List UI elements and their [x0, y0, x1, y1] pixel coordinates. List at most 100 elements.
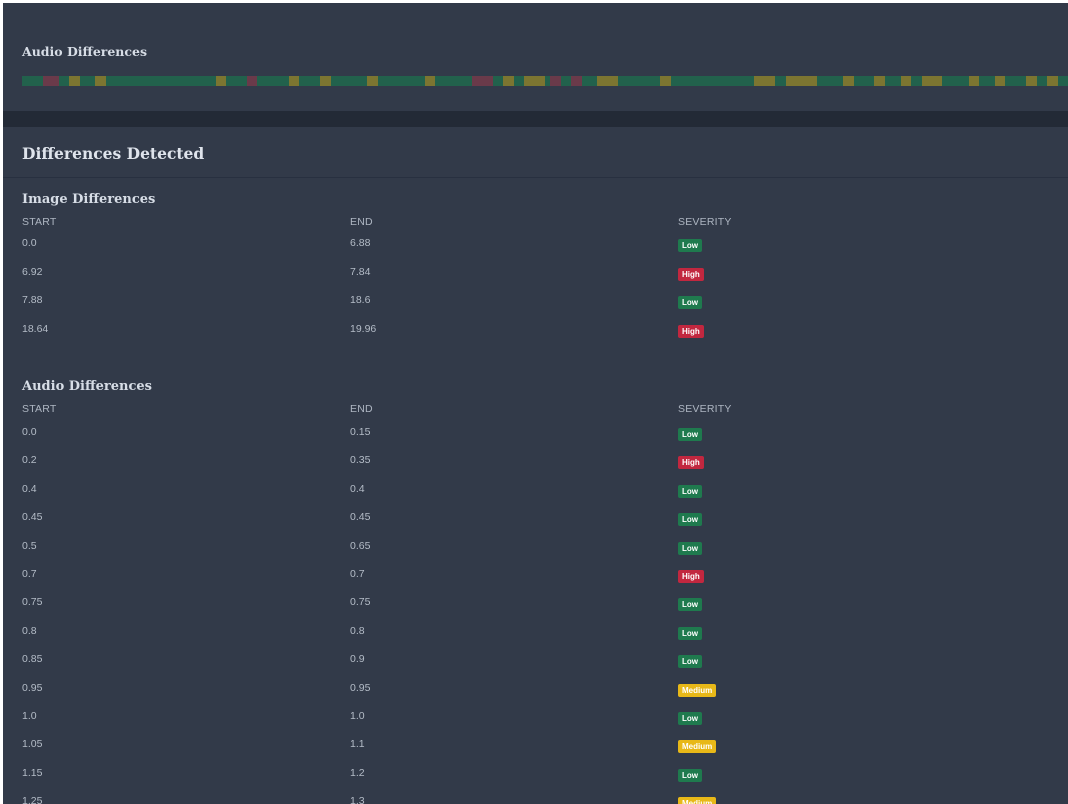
timeline-segment[interactable]	[320, 76, 331, 86]
severity-badge: Low	[678, 626, 702, 640]
severity-badge: Medium	[678, 683, 717, 697]
severity-badge: Low	[678, 541, 702, 555]
timeline-segment[interactable]	[471, 76, 493, 86]
start-cell: 0.5	[22, 539, 37, 552]
image-differences-title: Image Differences	[22, 192, 156, 207]
timeline-segment[interactable]	[69, 76, 80, 86]
table-row[interactable]: 1.05 1.1 Medium	[3, 738, 1068, 766]
end-cell: 0.7	[350, 568, 365, 580]
timeline-segment[interactable]	[246, 76, 258, 86]
timeline-segment[interactable]	[367, 76, 378, 86]
audio-timeline-panel: Audio Differences	[3, 3, 1068, 110]
end-cell: 1.2	[350, 766, 365, 779]
end-cell: 0.65	[350, 539, 371, 552]
start-cell: 0.85	[22, 653, 43, 666]
timeline-title: Audio Differences	[22, 44, 147, 59]
table-row[interactable]: 0.4 0.4 Low	[3, 483, 1068, 511]
start-cell: 0.8	[22, 624, 37, 637]
start-cell: 18.64	[22, 322, 49, 335]
table-row[interactable]: 6.92 7.84 High	[3, 266, 1068, 294]
timeline-segment[interactable]	[754, 76, 776, 86]
table-row[interactable]: 0.2 0.35 High	[3, 454, 1068, 482]
timeline-segment[interactable]	[95, 76, 106, 86]
timeline-segment[interactable]	[843, 76, 854, 86]
end-cell: 7.84	[350, 265, 371, 278]
timeline-segment[interactable]	[215, 76, 226, 86]
timeline-segment[interactable]	[503, 76, 514, 86]
start-cell: 6.92	[22, 265, 43, 278]
severity-badge: High	[678, 570, 704, 583]
end-cell: 6.88	[350, 237, 371, 249]
table-row[interactable]: 0.95 0.95 Medium	[3, 682, 1068, 710]
timeline-segment[interactable]	[42, 76, 59, 86]
timeline-segment[interactable]	[994, 76, 1006, 86]
page-title: Differences Detected	[22, 144, 205, 163]
table-row[interactable]: 0.5 0.65 Low	[3, 540, 1068, 568]
audio-differences-timeline[interactable]	[22, 76, 1068, 86]
timeline-segment[interactable]	[874, 76, 885, 86]
start-cell: 0.0	[22, 426, 37, 438]
table-row[interactable]: 7.88 18.6 Low	[3, 294, 1068, 322]
severity-badge: High	[678, 324, 704, 338]
timeline-segment[interactable]	[524, 76, 545, 86]
severity-badge: Low	[678, 513, 702, 527]
divider	[3, 177, 1068, 178]
end-cell: 0.15	[350, 426, 371, 438]
table-row[interactable]: 1.15 1.2 Low	[3, 767, 1068, 795]
table-row[interactable]: 0.7 0.7 High	[3, 568, 1068, 596]
severity-badge: High	[678, 267, 704, 281]
severity-badge: Low	[678, 484, 702, 498]
timeline-segment[interactable]	[424, 76, 436, 86]
timeline-segment[interactable]	[597, 76, 619, 86]
image-col-severity: SEVERITY	[678, 216, 732, 228]
end-cell: 18.6	[350, 294, 371, 306]
timeline-segment[interactable]	[288, 76, 300, 86]
end-cell: 0.9	[350, 653, 365, 666]
timeline-segment[interactable]	[571, 76, 582, 86]
start-cell: 0.7	[22, 568, 37, 580]
start-cell: 0.75	[22, 596, 43, 609]
timeline-segment[interactable]	[900, 76, 912, 86]
table-row[interactable]: 0.0 6.88 Low	[3, 237, 1068, 265]
start-cell: 1.0	[22, 710, 37, 722]
table-row[interactable]: 0.45 0.45 Low	[3, 511, 1068, 539]
app-frame: Audio Differences Differences Detected I…	[3, 3, 1068, 804]
timeline-segment[interactable]	[1047, 76, 1058, 86]
severity-badge: Low	[678, 655, 702, 669]
timeline-segment[interactable]	[1026, 76, 1037, 86]
table-row[interactable]: 0.75 0.75 Low	[3, 596, 1068, 624]
timeline-segment[interactable]	[785, 76, 817, 86]
severity-badge: Low	[678, 239, 702, 252]
start-cell: 1.05	[22, 738, 43, 751]
table-row[interactable]: 0.8 0.8 Low	[3, 625, 1068, 653]
table-row[interactable]: 1.0 1.0 Low	[3, 710, 1068, 738]
end-cell: 1.3	[350, 795, 365, 804]
severity-badge: Low	[678, 598, 702, 612]
severity-badge: Low	[678, 768, 702, 782]
end-cell: 0.35	[350, 454, 371, 467]
table-row[interactable]: 1.25 1.3 Medium	[3, 795, 1068, 804]
timeline-segment[interactable]	[660, 76, 671, 86]
timeline-segment[interactable]	[921, 76, 943, 86]
differences-panel: Differences Detected Image Differences S…	[3, 127, 1068, 804]
severity-badge: Medium	[678, 740, 717, 754]
audio-col-end: END	[350, 403, 373, 415]
image-col-end: END	[350, 216, 373, 228]
end-cell: 0.75	[350, 596, 371, 609]
audio-col-severity: SEVERITY	[678, 403, 732, 415]
timeline-segment[interactable]	[550, 76, 561, 86]
audio-col-start: START	[22, 403, 57, 415]
timeline-segment[interactable]	[968, 76, 980, 86]
start-cell: 0.4	[22, 482, 37, 495]
severity-badge: Low	[678, 712, 702, 725]
table-row[interactable]: 0.0 0.15 Low	[3, 426, 1068, 454]
image-col-start: START	[22, 216, 57, 228]
severity-badge: High	[678, 456, 704, 470]
audio-differences-title: Audio Differences	[22, 379, 152, 394]
end-cell: 0.4	[350, 482, 365, 495]
table-row[interactable]: 18.64 19.96 High	[3, 323, 1068, 351]
table-row[interactable]: 0.85 0.9 Low	[3, 653, 1068, 681]
end-cell: 0.95	[350, 681, 371, 694]
start-cell: 0.45	[22, 511, 43, 524]
end-cell: 0.45	[350, 511, 371, 524]
